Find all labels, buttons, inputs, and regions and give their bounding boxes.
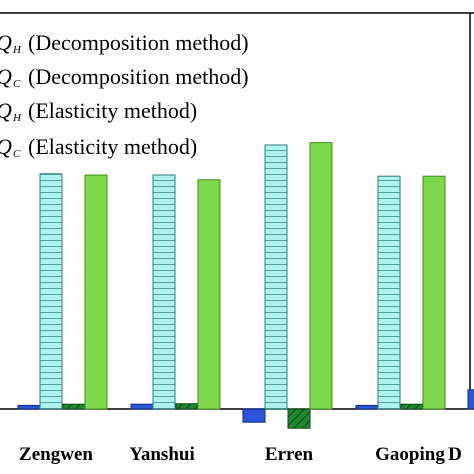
bar-erren-series-2 <box>264 144 288 410</box>
bar-erren-series-3 <box>287 408 311 429</box>
legend-label-4: (Elasticity method) <box>28 134 197 159</box>
bar-zengwen-series-3 <box>62 403 86 410</box>
legend-symbol-2: Q <box>0 64 12 89</box>
legend-label-2: (Decomposition method) <box>28 64 249 89</box>
bar-gaoping-series-1 <box>355 404 379 410</box>
bar-zengwen-series-1 <box>17 404 41 410</box>
bar-yanshui-series-2 <box>152 174 176 410</box>
bar-gaoping-series-2 <box>377 175 401 410</box>
bar-erren-series-4 <box>309 142 333 410</box>
legend-symbol-3: Q <box>0 98 12 123</box>
category-label-d: D <box>448 444 462 465</box>
bar-zengwen-series-2 <box>39 173 63 410</box>
bar-gaoping-series-4 <box>422 175 446 410</box>
legend-symbol-4: Q <box>0 134 12 159</box>
legend-symbol-1: Q <box>0 30 12 55</box>
bar-yanshui-series-4 <box>197 179 221 410</box>
category-labels: Zengwen Yanshui Erren Gaoping D <box>19 444 462 465</box>
legend-subscript-3: H <box>12 112 22 124</box>
legend-label-1: (Decomposition method) <box>28 30 249 55</box>
category-label-erren: Erren <box>265 444 314 465</box>
category-label-gaoping: Gaoping <box>375 444 445 465</box>
bar-erren-series-1 <box>242 408 266 423</box>
legend: QH(Decomposition method)QC(Decomposition… <box>0 30 249 160</box>
legend-subscript-2: C <box>13 78 21 90</box>
bar-gaoping-series-3 <box>400 403 424 410</box>
category-label-zengwen: Zengwen <box>19 444 93 465</box>
bar-yanshui-series-1 <box>130 403 154 410</box>
category-label-yanshui: Yanshui <box>129 444 195 465</box>
bar-yanshui-series-3 <box>175 403 199 410</box>
bar-d-series-1 <box>467 389 474 410</box>
legend-subscript-1: H <box>12 44 22 56</box>
bar-zengwen-series-4 <box>84 174 108 410</box>
legend-label-3: (Elasticity method) <box>28 98 197 123</box>
bars-group <box>17 142 474 429</box>
legend-subscript-4: C <box>13 148 21 160</box>
